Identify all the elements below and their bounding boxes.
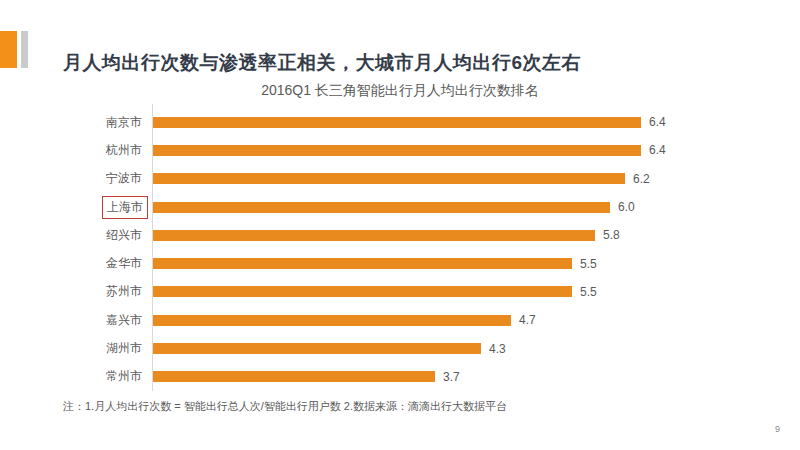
chart-row: 常州市 3.7 xyxy=(0,363,800,391)
accent-gray-bar xyxy=(21,31,28,68)
category-label: 南京市 xyxy=(0,111,152,134)
bar xyxy=(153,371,435,382)
chart-row: 绍兴市 5.8 xyxy=(0,221,800,249)
chart-row: 上海市 6.0 xyxy=(0,193,800,221)
category-label-text: 南京市 xyxy=(105,111,143,134)
footnote: 注：1.月人均出行次数 = 智能出行总人次/智能出行用户数 2.数据来源：滴滴出… xyxy=(63,399,763,414)
chart-row: 苏州市 5.5 xyxy=(0,278,800,306)
category-label: 苏州市 xyxy=(0,280,152,303)
category-label: 常州市 xyxy=(0,365,152,388)
page-number: 9 xyxy=(775,424,780,434)
chart-row: 湖州市 4.3 xyxy=(0,334,800,362)
chart-row: 南京市 6.4 xyxy=(0,108,800,136)
category-label: 上海市 xyxy=(0,196,152,219)
value-label: 4.3 xyxy=(489,342,506,356)
category-label-text: 绍兴市 xyxy=(105,224,143,247)
slide-title: 月人均出行次数与渗透率正相关，大城市月人均出行6次左右 xyxy=(63,50,763,76)
chart-row: 宁波市 6.2 xyxy=(0,165,800,193)
chart-rows: 南京市 6.4 杭州市 6.4 宁波市 6.2 上海市 6.0 绍兴市 5.8 金华市 5.5 苏州市 5… xyxy=(0,108,800,391)
bar xyxy=(153,117,641,128)
chart-row: 杭州市 6.4 xyxy=(0,136,800,164)
chart-title: 2016Q1 长三角智能出行月人均出行次数排名 xyxy=(0,82,800,100)
chart-row: 金华市 5.5 xyxy=(0,249,800,277)
category-label-text: 常州市 xyxy=(105,365,143,388)
category-label-text: 苏州市 xyxy=(105,280,143,303)
value-label: 4.7 xyxy=(519,313,536,327)
bar-chart: 南京市 6.4 杭州市 6.4 宁波市 6.2 上海市 6.0 绍兴市 5.8 金华市 5.5 苏州市 5… xyxy=(0,104,800,394)
bar xyxy=(153,286,572,297)
category-label-text: 宁波市 xyxy=(105,167,143,190)
value-label: 6.0 xyxy=(618,200,635,214)
value-label: 6.4 xyxy=(649,115,666,129)
bar xyxy=(153,145,641,156)
category-label-text: 杭州市 xyxy=(105,139,143,162)
value-label: 6.4 xyxy=(649,143,666,157)
chart-row: 嘉兴市 4.7 xyxy=(0,306,800,334)
value-label: 6.2 xyxy=(633,172,650,186)
category-label: 金华市 xyxy=(0,252,152,275)
category-label: 宁波市 xyxy=(0,167,152,190)
category-label-highlighted: 上海市 xyxy=(102,196,148,219)
category-label-text: 嘉兴市 xyxy=(105,309,143,332)
category-label: 湖州市 xyxy=(0,337,152,360)
category-label-text: 湖州市 xyxy=(105,337,143,360)
bar xyxy=(153,258,572,269)
bar xyxy=(153,202,610,213)
bar xyxy=(153,173,625,184)
bar xyxy=(153,230,595,241)
value-label: 3.7 xyxy=(443,370,460,384)
value-label: 5.8 xyxy=(603,228,620,242)
bar xyxy=(153,315,511,326)
presentation-slide: 月人均出行次数与渗透率正相关，大城市月人均出行6次左右 2016Q1 长三角智能… xyxy=(0,0,800,450)
category-label-text: 金华市 xyxy=(105,252,143,275)
bar xyxy=(153,343,481,354)
category-label: 嘉兴市 xyxy=(0,309,152,332)
category-label: 绍兴市 xyxy=(0,224,152,247)
value-label: 5.5 xyxy=(580,257,597,271)
accent-orange-square xyxy=(0,31,17,68)
value-label: 5.5 xyxy=(580,285,597,299)
category-label: 杭州市 xyxy=(0,139,152,162)
